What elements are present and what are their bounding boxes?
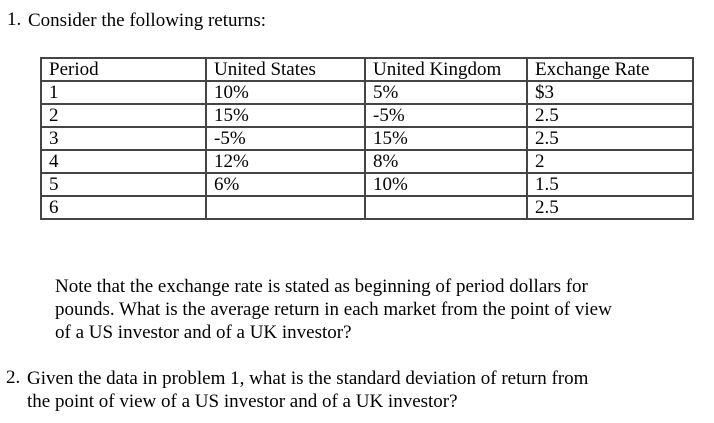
cell-period: 5 <box>40 172 207 197</box>
problem-1-intro: Consider the following returns: <box>28 10 266 31</box>
note-line: Note that the exchange rate is stated as… <box>55 276 588 297</box>
cell-us-return: 6% <box>205 172 366 197</box>
problem-1-text: Consider the following returns: <box>28 9 266 32</box>
table-row: 1 10% 5% $3 <box>40 80 694 105</box>
table-header-row: Period United States United Kingdom Exch… <box>40 57 694 82</box>
cell-period: 2 <box>40 103 207 128</box>
table-row: 3 -5% 15% 2.5 <box>40 126 694 151</box>
problem-2-number: 2. <box>6 367 21 388</box>
cell-us-return: 10% <box>205 80 366 105</box>
table-row: 5 6% 10% 1.5 <box>40 172 694 197</box>
cell-exchange-rate: 2.5 <box>526 195 694 220</box>
cell-uk-return: 8% <box>364 149 528 174</box>
cell-period: 1 <box>40 80 207 105</box>
table-row: 2 15% -5% 2.5 <box>40 103 694 128</box>
problem-1: 1. Consider the following returns: <box>7 9 266 32</box>
cell-uk-return: -5% <box>364 103 528 128</box>
cell-uk-return <box>364 195 528 220</box>
col-header-period: Period <box>40 57 207 82</box>
col-header-united-kingdom: United Kingdom <box>364 57 528 82</box>
cell-period: 4 <box>40 149 207 174</box>
note-line: of a US investor and of a UK investor? <box>55 322 352 343</box>
note-paragraph: Note that the exchange rate is stated as… <box>55 275 612 344</box>
cell-exchange-rate: 2.5 <box>526 126 694 151</box>
cell-uk-return: 10% <box>364 172 528 197</box>
table-row: 6 2.5 <box>40 195 694 220</box>
problem-2: 2. Given the data in problem 1, what is … <box>6 367 588 413</box>
problem-1-number: 1. <box>7 9 22 30</box>
cell-us-return: -5% <box>205 126 366 151</box>
problem-2-line: Given the data in problem 1, what is the… <box>27 368 589 389</box>
cell-us-return: 12% <box>205 149 366 174</box>
cell-period: 6 <box>40 195 207 220</box>
col-header-exchange-rate: Exchange Rate <box>526 57 694 82</box>
problem-2-text: Given the data in problem 1, what is the… <box>27 367 588 413</box>
returns-table: Period United States United Kingdom Exch… <box>40 57 694 220</box>
cell-exchange-rate: 2.5 <box>526 103 694 128</box>
cell-us-return <box>205 195 366 220</box>
cell-period: 3 <box>40 126 207 151</box>
col-header-united-states: United States <box>205 57 366 82</box>
table-row: 4 12% 8% 2 <box>40 149 694 174</box>
cell-uk-return: 15% <box>364 126 528 151</box>
problem-2-line: the point of view of a US investor and o… <box>27 391 458 412</box>
cell-exchange-rate: 2 <box>526 149 694 174</box>
note-line: pounds. What is the average return in ea… <box>55 299 612 320</box>
cell-exchange-rate: $3 <box>526 80 694 105</box>
cell-us-return: 15% <box>205 103 366 128</box>
cell-uk-return: 5% <box>364 80 528 105</box>
cell-exchange-rate: 1.5 <box>526 172 694 197</box>
